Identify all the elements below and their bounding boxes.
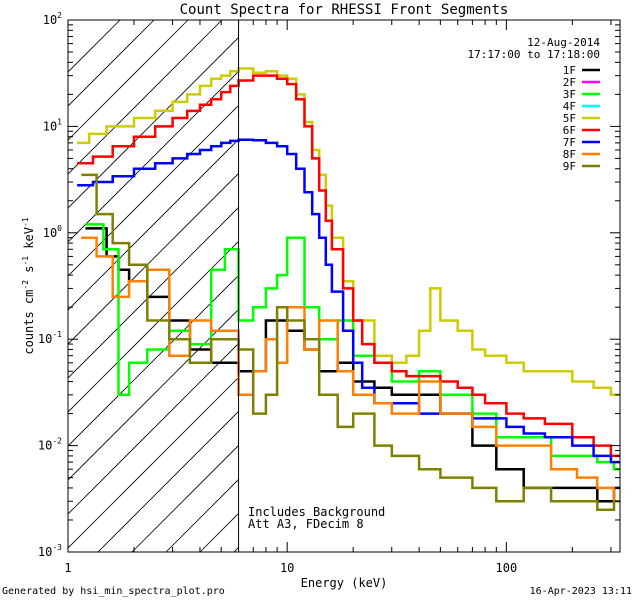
y-tick-label: 10-1 [38, 330, 62, 346]
y-tick-label: 10-2 [38, 437, 62, 453]
legend-label-8f: 8F [563, 148, 576, 161]
series-line-7f [77, 138, 620, 464]
y-label-exp3: -1 [21, 217, 30, 227]
y-label-exp1: -2 [21, 280, 30, 290]
plot-frame [67, 19, 621, 553]
annotation-attenuator: Att A3, FDecim 8 [248, 517, 364, 531]
hatch-line [68, 138, 239, 311]
hatch-line [68, 308, 239, 481]
hatch-line [68, 70, 239, 243]
axis-ticks [67, 19, 620, 553]
background-hatch-region [68, 20, 640, 552]
series-line-5f [77, 67, 620, 397]
x-tick-label: 100 [496, 561, 518, 575]
y-tick-label: 10-3 [38, 543, 62, 559]
hatch-line [68, 240, 239, 413]
y-label-main: counts cm [22, 290, 36, 355]
series-line-6f [77, 74, 620, 458]
y-tick-label: 101 [43, 117, 62, 133]
x-tick-label: 10 [280, 561, 294, 575]
legend-label-3f: 3F [563, 88, 576, 101]
hatch-line [68, 20, 223, 175]
y-tick-label: 102 [43, 11, 62, 27]
hatch-line [268, 20, 640, 552]
hatch-line [68, 172, 239, 345]
hatch-line [68, 36, 239, 209]
hatch-line [97, 410, 239, 552]
series-line-9f [81, 173, 620, 511]
legend-label-6f: 6F [563, 124, 576, 137]
hatch-line [68, 20, 121, 73]
hatch-line [68, 274, 239, 447]
y-tick-label: 100 [43, 224, 62, 240]
y-label-tail: keV [22, 227, 36, 256]
observation-time-range: 17:17:00 to 17:18:00 [468, 48, 600, 61]
series-line-8f [81, 236, 620, 503]
hatch-line [68, 104, 239, 277]
legend-label-1f: 1F [563, 64, 576, 77]
x-axis-label: Energy (keV) [301, 576, 388, 590]
generated-by: Generated by hsi_min_spectra_plot.pro [2, 586, 225, 597]
y-label-mid: s [22, 266, 36, 280]
legend-label-9f: 9F [563, 160, 576, 173]
hatch-line [68, 342, 239, 515]
series-lines [77, 67, 620, 511]
legend-label-2f: 2F [563, 76, 576, 89]
observation-date: 12-Aug-2014 [527, 36, 600, 49]
hatch-line [233, 546, 239, 552]
footer-timestamp: 16-Apr-2023 13:11 [530, 586, 632, 597]
legend-label-7f: 7F [563, 136, 576, 149]
hatch-line [131, 444, 239, 552]
x-tick-label: 1 [64, 561, 71, 575]
y-axis-label: counts cm-2 s-1 keV-1 [21, 217, 36, 354]
axis-tick-labels: 1 10 100 10-3 10-2 10-1 100 101 102 [38, 11, 517, 575]
hatch-line [68, 376, 239, 549]
legend-label-5f: 5F [563, 112, 576, 125]
legend-label-4f: 4F [563, 100, 576, 113]
chart-title: Count Spectra for RHESSI Front Segments [180, 2, 509, 18]
y-label-exp2: -1 [21, 256, 30, 266]
annotation-background: Includes Background [248, 505, 385, 519]
hatch-line [68, 206, 239, 379]
hatch-line [68, 20, 189, 141]
